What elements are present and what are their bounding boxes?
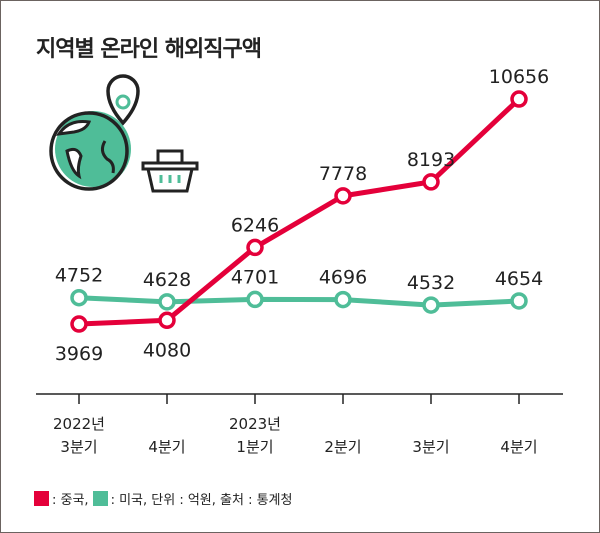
legend-swatch-china	[34, 491, 49, 506]
x-tick-label: 3분기	[60, 438, 97, 456]
data-label-china: 8193	[407, 149, 455, 171]
x-tick-label: 4분기	[500, 438, 537, 456]
data-point-us	[246, 290, 264, 309]
series-line-china	[78, 97, 521, 327]
legend-label-us: : 미국, 단위 : 억원, 출처 : 통계청	[110, 493, 293, 508]
legend: : 중국, : 미국, 단위 : 억원, 출처 : 통계청	[34, 489, 292, 508]
data-point-us	[334, 290, 352, 309]
legend-swatch-us	[92, 491, 108, 506]
data-point-us	[422, 296, 440, 314]
data-point-china	[334, 187, 352, 205]
data-label-us: 4628	[143, 269, 191, 291]
x-tick-label-year: 2022년	[53, 415, 105, 433]
data-point-china	[510, 90, 528, 108]
data-point-us	[510, 292, 528, 310]
x-tick-label: 3분기	[412, 438, 449, 456]
data-label-china: 4080	[143, 339, 191, 361]
x-tick-label-year: 2023년	[229, 415, 281, 433]
data-label-us: 4532	[407, 272, 455, 294]
globe-basket-icon	[49, 74, 199, 193]
legend-label-china: : 중국,	[52, 493, 89, 508]
data-point-us	[70, 288, 88, 307]
x-tick-label: 1분기	[236, 438, 273, 456]
x-tick-label: 2분기	[324, 438, 361, 456]
x-tick-label: 4분기	[148, 438, 185, 456]
data-label-us: 4752	[55, 265, 103, 287]
data-label-china: 6246	[231, 214, 279, 236]
data-label-china: 3969	[55, 343, 103, 365]
data-point-china	[70, 315, 88, 333]
data-point-us	[158, 293, 176, 311]
data-point-china	[158, 311, 176, 330]
data-label-china: 7778	[319, 163, 367, 185]
data-point-china	[422, 173, 440, 191]
data-label-us: 4654	[495, 268, 543, 290]
chart-title: 지역별 온라인 해외직구액	[36, 37, 262, 62]
data-label-us: 4701	[231, 266, 279, 288]
data-label-us: 4696	[319, 267, 367, 289]
data-label-china: 10656	[489, 66, 549, 88]
series-line-us	[78, 295, 520, 308]
data-point-china	[246, 238, 264, 257]
